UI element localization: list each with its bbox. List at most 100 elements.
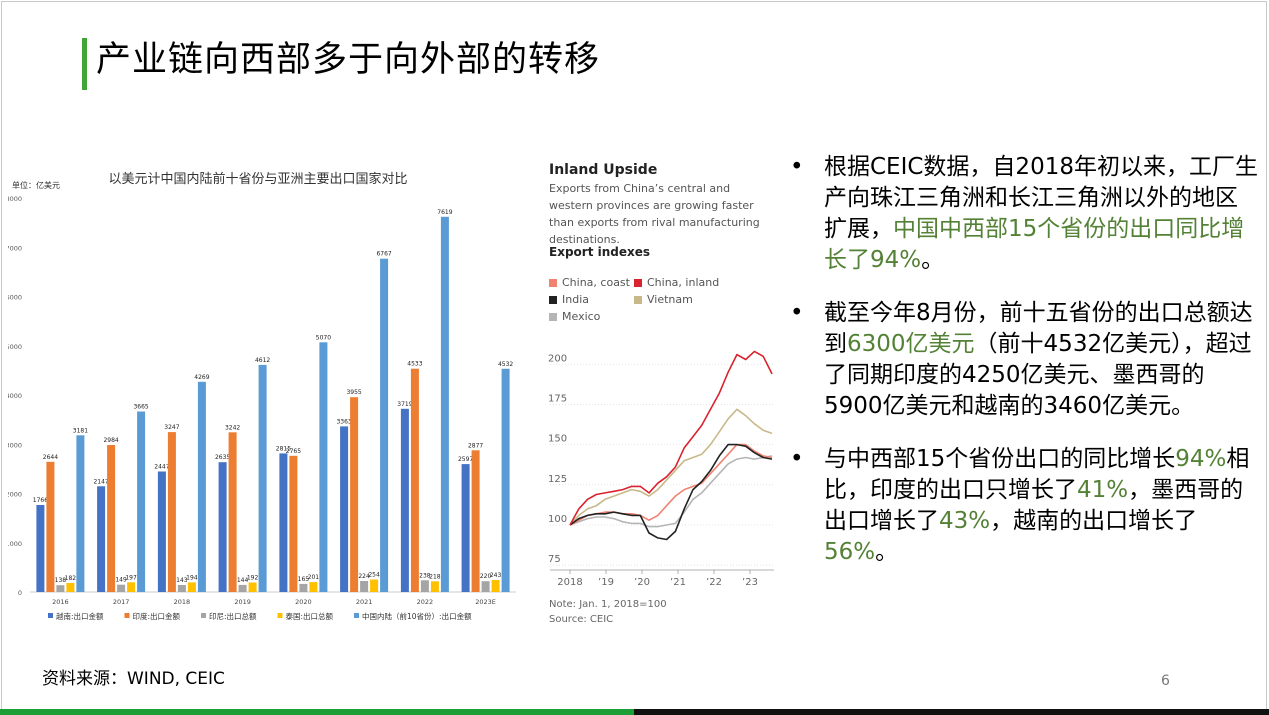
bar — [360, 581, 369, 592]
bar-value-label: 7619 — [437, 209, 452, 216]
line-legend-item: China, coast — [549, 276, 630, 289]
line-chart-source: Source: CEIC — [549, 614, 614, 625]
bar-value-label: 3242 — [225, 424, 240, 431]
bar — [380, 258, 389, 592]
line-legend-item: India — [549, 293, 589, 306]
bar — [187, 582, 196, 592]
bullet-text: 。 — [921, 247, 945, 273]
bullet-text: ，越南的出口增长了 — [990, 508, 1198, 534]
bar — [228, 432, 237, 592]
bullet-text: 截至今年8月份，前十五省份的出口总额达到 — [824, 300, 1253, 357]
legend-label: Mexico — [562, 310, 601, 323]
bar-value-label: 5070 — [316, 334, 331, 341]
bar — [97, 486, 106, 592]
bar-value-label: 2597 — [458, 456, 473, 463]
bullet-text: 相比，印度的出口只增长了 — [824, 446, 1250, 503]
bar — [410, 368, 419, 592]
bar — [299, 583, 308, 592]
legend-swatch — [124, 613, 130, 618]
series-line — [569, 408, 773, 526]
bullet-text: （前十4532亿美元），超过了同期印度的4250亿美元、墨西哥的5900亿美元和… — [824, 331, 1252, 419]
y-tick-label: 3000 — [8, 441, 22, 449]
title-accent-bar — [82, 38, 87, 90]
bar-value-label: 220 — [480, 573, 492, 580]
legend-swatch — [549, 313, 557, 321]
page-number: 6 — [1161, 673, 1170, 689]
line-legend-item: Mexico — [549, 310, 600, 323]
y-tick-label: 6000 — [8, 294, 22, 302]
bar — [66, 583, 75, 592]
line-chart-title: Inland Upside — [549, 162, 658, 178]
bar — [107, 445, 116, 592]
line-legend-item: China, inland — [634, 276, 719, 289]
line-chart-plot: 75 100 125 150 175 200 2018 ’19 ’20 ’21 ’22 ’23 — [548, 350, 774, 588]
bar-chart-title: 以美元计中国内陆前十省份与亚洲主要出口国家对比 — [108, 171, 407, 187]
legend-swatch — [634, 296, 642, 304]
legend-swatch — [549, 296, 557, 304]
bar-chart-unit-label: 单位：亿美元 — [12, 180, 60, 190]
x-tick-label: 2019 — [234, 598, 251, 606]
bar — [197, 381, 206, 592]
legend-swatch — [354, 613, 359, 618]
bar — [289, 455, 298, 592]
bar — [117, 584, 126, 592]
x-tick-label: ’20 — [634, 577, 650, 588]
bar — [461, 464, 470, 592]
bar — [370, 579, 379, 592]
bar-value-label: 3181 — [73, 427, 88, 434]
x-tick-label: ’22 — [706, 577, 722, 588]
bar — [279, 453, 288, 592]
bar — [127, 582, 136, 592]
bar — [157, 471, 166, 592]
legend-label: 越南:出口金额 — [56, 611, 104, 621]
bullet-dot: • — [790, 300, 804, 326]
bar — [319, 342, 328, 592]
bar — [238, 584, 247, 592]
bullet-highlight: 94% — [1175, 446, 1227, 472]
slide-title: 产业链向西部多于向外部的转移 — [96, 40, 601, 80]
bar-value-label: 2447 — [154, 464, 169, 471]
legend-label: Vietnam — [647, 293, 693, 306]
bullet-list: • 根据CEIC数据，自2018年初以来，工厂生产向珠江三角洲和长江三角洲以外的地… — [790, 152, 1260, 590]
bar — [350, 397, 359, 592]
slide-source: 资料来源：WIND, CEIC — [42, 669, 225, 689]
bar-value-label: 238 — [419, 572, 431, 579]
bar-value-label: 144 — [237, 577, 249, 584]
bar — [76, 435, 85, 592]
bar-value-label: 3363 — [336, 418, 351, 425]
y-tick-label: 0 — [18, 589, 22, 597]
line-chart-panel: Inland Upside Exports from China’s centr… — [540, 160, 780, 630]
legend-label: China, inland — [647, 276, 720, 289]
bar-value-label: 218 — [429, 573, 441, 580]
bar-value-label: 3665 — [133, 404, 148, 411]
bar — [248, 582, 257, 592]
bullet-highlight: 43% — [939, 508, 991, 534]
bar — [400, 408, 409, 592]
x-tick-label: 2018 — [557, 577, 582, 588]
bar — [46, 461, 55, 592]
bar-value-label: 2644 — [43, 454, 58, 461]
y-tick-label: 1000 — [8, 540, 22, 548]
bar-value-label: 3247 — [164, 424, 179, 431]
bar-value-label: 2635 — [215, 454, 230, 461]
bar — [430, 581, 439, 592]
bar-value-label: 194 — [186, 574, 198, 581]
y-tick-label: 175 — [548, 393, 567, 404]
y-tick-label: 7000 — [8, 244, 22, 252]
bullet-dot: • — [790, 446, 804, 472]
y-tick-label: 100 — [548, 514, 567, 525]
x-tick-label: 2022 — [417, 598, 434, 606]
y-tick-label: 5000 — [8, 343, 22, 351]
legend-label: 中国内陆（前10省份）:出口金额 — [362, 611, 472, 621]
bar — [440, 216, 449, 593]
y-tick-label: 4000 — [8, 392, 22, 400]
bar-value-label: 4533 — [407, 361, 422, 368]
legend-swatch — [201, 613, 206, 618]
y-tick-label: 2000 — [8, 491, 22, 499]
legend-label: 印尼:出口总额 — [209, 611, 257, 621]
line-legend-item: Vietnam — [634, 293, 693, 306]
y-tick-label: 75 — [548, 554, 561, 565]
bar-value-label: 2147 — [93, 478, 108, 485]
bar-value-label: 4532 — [498, 361, 513, 368]
